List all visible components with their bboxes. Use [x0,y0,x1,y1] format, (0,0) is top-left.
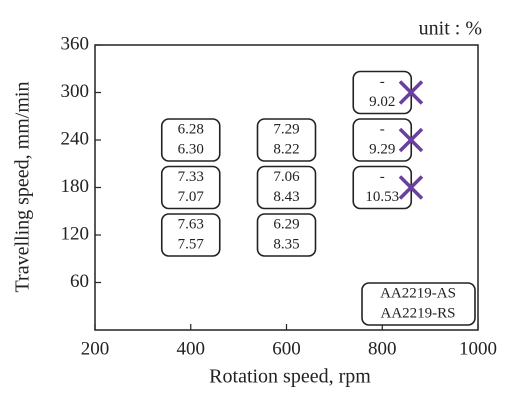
y-tick-label: 360 [61,33,90,54]
x-tick-label: 200 [81,338,110,359]
cell-value: - [380,169,385,185]
cell-value: 9.02 [369,94,395,110]
failure-mark [398,80,424,105]
x-tick-label: 600 [272,338,301,359]
cell-value: 6.30 [178,141,204,157]
y-tick-label: 120 [61,223,90,244]
cell-value: 7.29 [273,121,299,137]
cell-value: 6.29 [273,216,299,232]
cell-value: 6.28 [178,121,204,137]
y-tick-label: 60 [70,271,89,292]
failure-stroke [398,127,424,153]
legend-entry: AA2219-RS [380,305,455,321]
cell-value: 7.07 [178,189,205,205]
cell-box [256,165,317,210]
cell-box [256,213,317,257]
cell-value: - [380,121,385,137]
cell-value: 8.43 [273,189,299,205]
x-tick-label: 1000 [459,338,497,359]
cell-box [160,118,221,162]
cell-value: 7.06 [273,169,300,185]
y-tick-label: 240 [61,128,90,149]
failure-stroke [398,175,424,200]
cell-value: 7.57 [178,236,205,252]
failure-mark [398,127,424,153]
legend-entry: AA2219-AS [380,285,456,301]
x-tick-label: 400 [177,338,206,359]
y-tick-label: 180 [61,176,90,197]
cell-value: 10.53 [365,189,399,205]
cell-value: 7.33 [178,169,204,185]
cell-box [256,118,317,162]
cell-value: 8.35 [273,236,299,252]
cell-value: 8.22 [273,141,299,157]
y-tick-label: 300 [61,81,90,102]
y-axis-label: Travelling speed, mm/min [12,82,34,293]
legend-box [361,282,476,326]
cell-value: - [380,74,385,90]
cell-box [160,213,221,257]
x-tick-label: 800 [368,338,397,359]
x-axis-label: Rotation speed, rpm [209,366,371,388]
failure-mark [398,175,424,200]
failure-stroke [398,80,424,105]
cell-value: 9.29 [369,141,395,157]
cell-value: 7.63 [178,216,204,232]
unit-note: unit : % [419,18,482,40]
cell-box [160,165,221,210]
